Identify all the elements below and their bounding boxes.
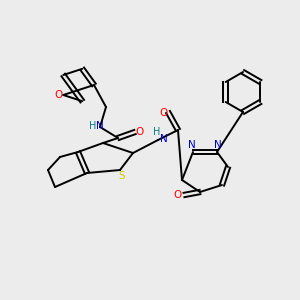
Text: H: H [89, 121, 97, 131]
Text: N: N [160, 134, 168, 144]
Text: O: O [159, 108, 167, 118]
Text: O: O [174, 190, 182, 200]
Text: N: N [96, 121, 104, 131]
Text: H: H [153, 127, 161, 137]
Text: O: O [136, 127, 144, 137]
Text: N: N [188, 140, 196, 150]
Text: O: O [54, 90, 62, 100]
Text: S: S [119, 171, 125, 181]
Text: N: N [214, 140, 222, 150]
